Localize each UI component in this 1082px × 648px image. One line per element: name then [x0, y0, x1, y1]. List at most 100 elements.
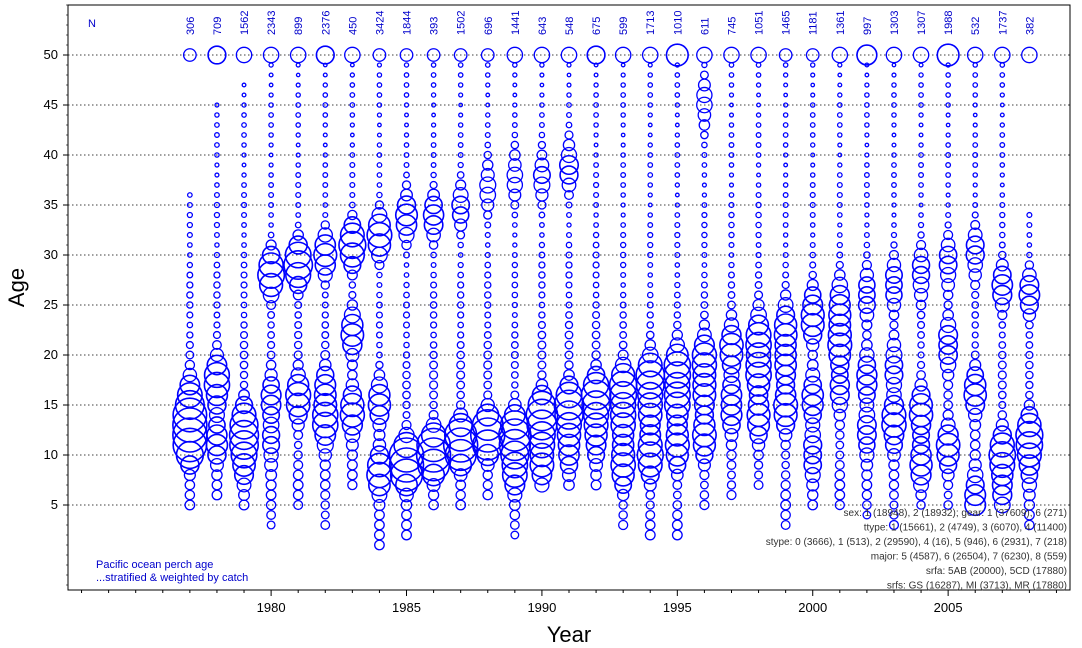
bubble-1988-age-45: [485, 102, 491, 108]
bubble-1991-age-40: [560, 146, 578, 164]
bubble-1985-age-31: [401, 239, 412, 251]
bubble-1994-age-28: [647, 272, 654, 278]
bubble-1995-age-15: [663, 391, 691, 419]
bubble-1978-age-28: [213, 271, 221, 279]
bubble-2007-age-47: [999, 82, 1006, 88]
bubble-1991-age-21: [564, 340, 574, 350]
n-label-1987: 1502: [456, 11, 468, 35]
bubble-1997-age-41: [728, 142, 735, 148]
n-label-1984: 3424: [374, 11, 386, 35]
bubble-1999-age-40: [782, 152, 789, 158]
bubble-2007-age-33: [999, 221, 1006, 229]
bubble-2001-age-8: [834, 469, 846, 481]
bubble-2008-age-15: [1023, 399, 1036, 411]
bubble-1988-age-34: [483, 210, 493, 220]
bubble-1978-age-18: [203, 361, 231, 389]
bubble-2006-age-41: [972, 142, 979, 148]
bubble-1990-age-39: [534, 157, 550, 173]
n-label-1978: 709: [212, 17, 224, 35]
bubble-1978-age-45: [214, 102, 220, 108]
bubble-2001-age-10: [835, 450, 845, 460]
bubble-1993-age-18: [610, 362, 636, 388]
bubble-1995-age-32: [674, 231, 681, 239]
bubble-2005-age-36: [945, 192, 951, 198]
bubble-1984-age-37: [376, 182, 383, 188]
bubble-1994-age-3: [644, 519, 656, 531]
bubble-1993-age-25: [619, 301, 627, 309]
bubble-1990-age-43: [538, 122, 545, 128]
y-tick-label-40: 40: [44, 147, 58, 162]
bubble-1981-age-11: [293, 440, 303, 450]
bubble-1999-age-34: [782, 211, 789, 219]
bubble-1994-age-30: [647, 251, 654, 259]
bubble-1996-age-29: [701, 262, 708, 268]
bubble-1979-age-43: [241, 122, 247, 128]
bubble-1996-age-47: [697, 78, 711, 92]
bubble-1991-age-33: [566, 222, 572, 228]
bubble-1992-age-25: [592, 301, 600, 309]
bubble-2001-age-6: [834, 489, 846, 501]
bubble-1983-age-25: [346, 299, 359, 311]
bubble-1993-age-22: [619, 331, 628, 339]
bubble-1989-age-43: [511, 122, 518, 128]
bubble-2004-age-5: [916, 500, 926, 510]
bubble-2007-age-10: [988, 441, 1017, 469]
bubble-1999-age-42: [782, 132, 789, 138]
bubble-2008-age-13: [1017, 412, 1042, 438]
bubble-2005-age-39: [945, 162, 952, 168]
bubble-1982-age-46: [322, 92, 329, 98]
bubble-1988-age-23: [484, 321, 492, 329]
bubble-1984-age-9: [366, 452, 392, 478]
bubble-1994-age-47: [647, 82, 654, 88]
bubble-1994-age-9: [637, 452, 663, 478]
x-tick-label-1985: 1985: [392, 600, 421, 615]
bubble-2000-age-6: [806, 489, 819, 501]
bubble-1986-age-7: [426, 477, 441, 493]
n-label-1990: 643: [537, 17, 549, 35]
bubble-1997-age-6: [726, 489, 737, 501]
note-right-line-1: ttype: 1 (15661), 2 (4749), 3 (6070), 4 …: [864, 523, 1067, 534]
bubble-1996-age-16: [692, 382, 717, 408]
bubble-1991-age-22: [564, 330, 574, 340]
bubble-1996-age-39: [701, 162, 708, 168]
bubble-1993-age-12: [611, 423, 635, 447]
bubble-1988-age-43: [484, 122, 491, 128]
bubble-2001-age-41: [837, 142, 843, 148]
bubble-1984-age-13: [372, 417, 387, 433]
bubble-2005-age-14: [942, 409, 954, 421]
bubble-1977-age-24: [186, 311, 194, 319]
bubble-1981-age-29: [283, 249, 314, 281]
bubble-1982-age-36: [322, 192, 329, 198]
bubble-1996-age-27: [700, 281, 708, 289]
bubble-1982-age-13: [311, 411, 339, 439]
bubble-1983-age-26: [348, 290, 357, 300]
bubble-1984-age-26: [376, 291, 383, 299]
bubble-1994-age-37: [647, 182, 654, 188]
bubble-1999-age-3: [780, 520, 791, 530]
bubble-1991-age-23: [564, 320, 574, 330]
bubble-1986-age-25: [429, 301, 438, 309]
bubble-1988-age-47: [485, 82, 491, 88]
bubble-1997-age-21: [719, 332, 744, 358]
bubble-2003-age-30: [888, 249, 900, 261]
bubble-1985-age-39: [403, 161, 410, 168]
bubble-1996-age-44: [697, 108, 712, 122]
bubble-2005-age-43: [945, 122, 951, 128]
bubble-1978-age-23: [213, 321, 221, 329]
bubble-1990-age-44: [539, 112, 545, 118]
bubble-1987-age-19: [456, 360, 466, 370]
bubble-1992-age-20: [591, 350, 601, 360]
bubble-1979-age-18: [239, 370, 249, 380]
bubble-1980-age-45: [268, 102, 274, 108]
bubble-1985-age-7: [395, 473, 419, 497]
bubble-1985-age-36: [400, 188, 413, 202]
bubble-2005-age-17: [942, 379, 954, 391]
bubble-1991-age-8: [561, 467, 577, 483]
bubble-1994-age-44: [647, 112, 653, 118]
bubble-2001-age-38: [836, 172, 843, 178]
bubble-2002-age-43: [864, 122, 870, 128]
bubble-1998-age-26: [753, 290, 764, 300]
bubble-1998-age-35: [755, 201, 762, 209]
bubble-2004-age-27: [912, 276, 930, 294]
bubble-1993-age-35: [620, 202, 626, 208]
